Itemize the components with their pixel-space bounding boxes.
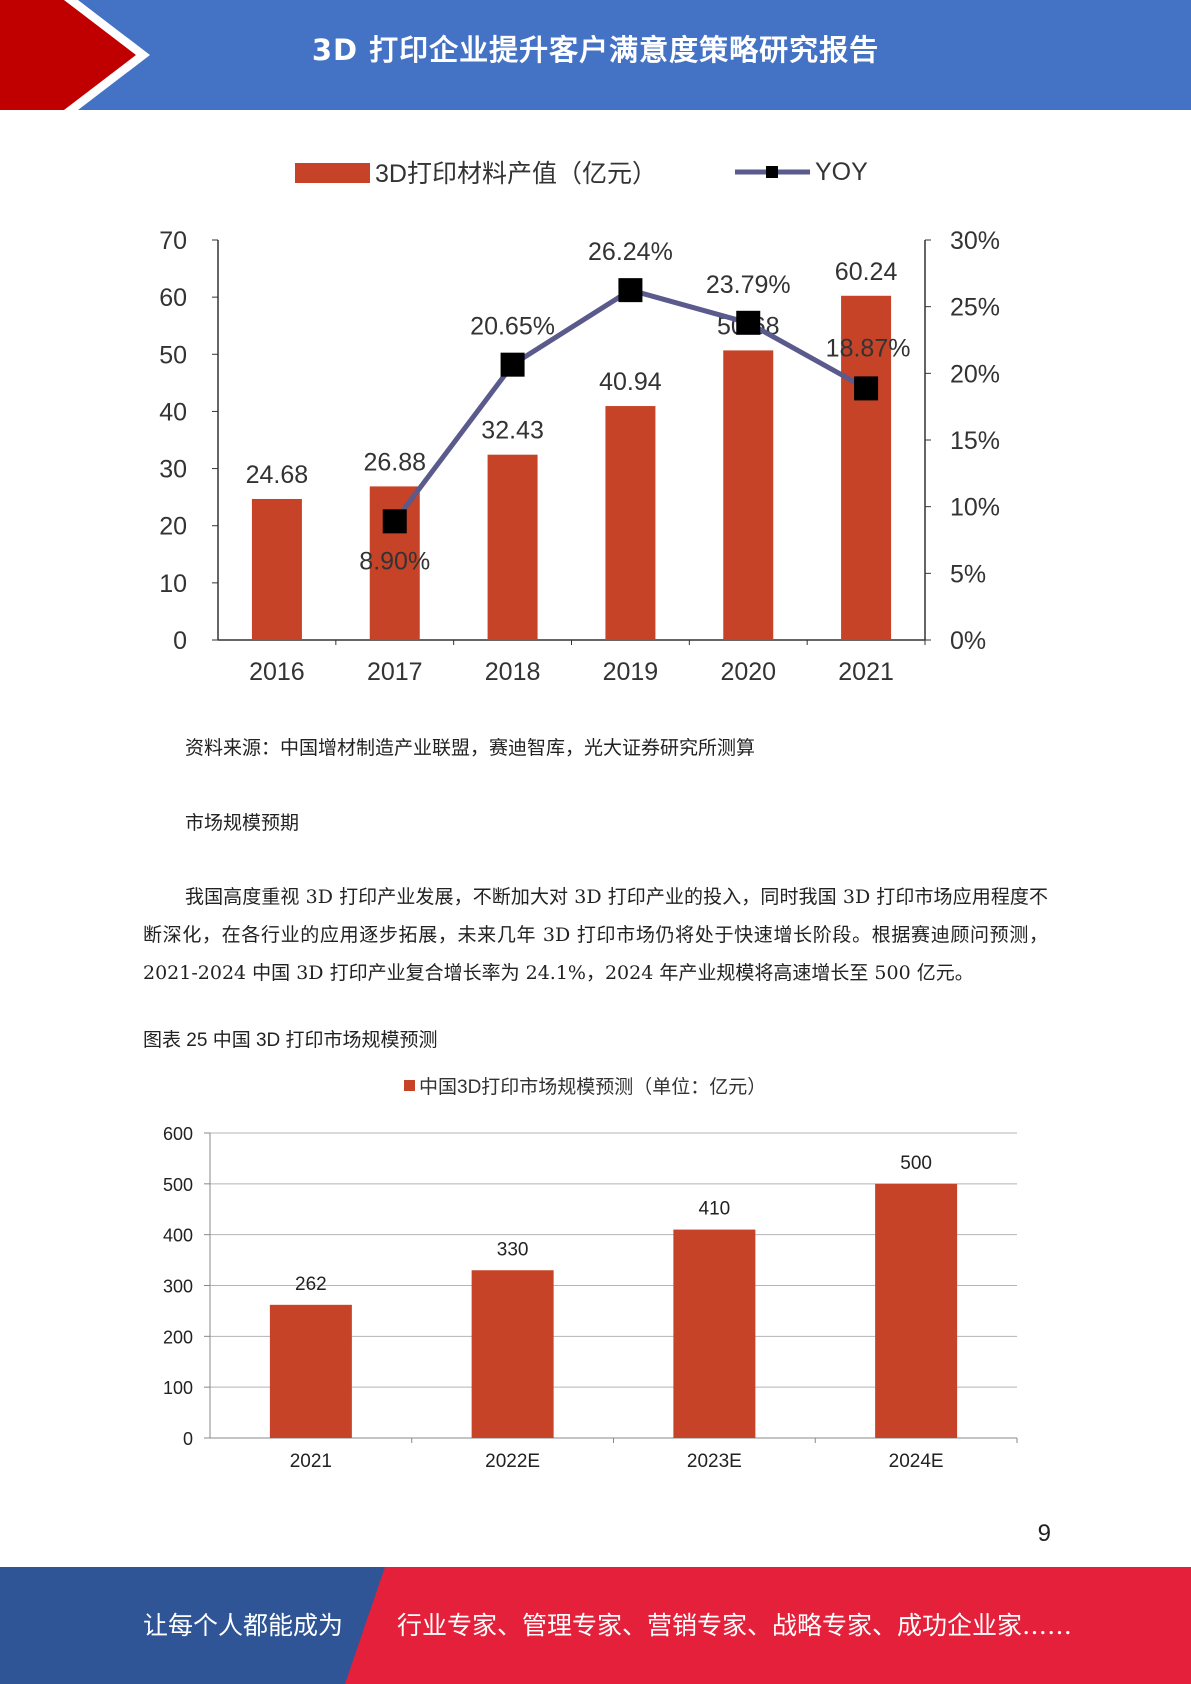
x-axis-tick-label: 2021 — [290, 1451, 332, 1472]
legend-bar-label: 3D打印材料产值（亿元） — [375, 160, 657, 188]
x-axis-tick-label: 2024E — [889, 1451, 944, 1472]
left-axis-tick-label: 0 — [173, 627, 187, 655]
footer-slogan-left: 让每个人都能成为 — [143, 1611, 344, 1640]
right-axis-tick-label: 5% — [950, 560, 986, 588]
x-axis-tick-label: 2023E — [687, 1451, 742, 1472]
yoy-point — [500, 352, 525, 377]
bar-value-label: 32.43 — [481, 417, 544, 445]
y-axis-tick-label: 400 — [163, 1226, 193, 1246]
right-axis-tick-label: 30% — [950, 227, 1000, 255]
bar — [487, 454, 538, 640]
left-axis-tick-label: 60 — [159, 284, 187, 312]
bar-value-label: 330 — [497, 1239, 529, 1260]
x-axis-tick-label: 2019 — [603, 658, 659, 686]
right-axis-tick-label: 20% — [950, 360, 1000, 388]
bar-value-label: 262 — [295, 1274, 327, 1295]
body-paragraph: 我国高度重视 3D 打印产业发展，不断加大对 3D 打印产业的投入，同时我国 3… — [143, 886, 1048, 984]
bar — [723, 350, 774, 640]
left-axis-tick-label: 40 — [159, 398, 187, 426]
yoy-point — [618, 278, 643, 303]
y-axis-tick-label: 600 — [163, 1124, 193, 1144]
yoy-value-label: 26.24% — [588, 238, 673, 266]
left-axis-tick-label: 70 — [159, 227, 187, 255]
material-output-chart: 3D打印材料产值（亿元） YOY 0 10 20 30 40 50 60 70 0% 5% 10% 15%… — [159, 158, 1000, 686]
bar — [251, 498, 302, 640]
right-axis-tick-label: 25% — [950, 294, 1000, 322]
yoy-point — [382, 509, 407, 534]
bar — [841, 295, 892, 640]
bar — [673, 1229, 756, 1438]
footer-background — [0, 1567, 1191, 1684]
bar — [471, 1270, 554, 1438]
figure-caption: 图表 25 中国 3D 打印市场规模预测 — [143, 1030, 438, 1051]
bar-value-label: 500 — [900, 1153, 932, 1174]
bar-value-label: 26.88 — [363, 448, 426, 476]
y-axis-tick-label: 300 — [163, 1277, 193, 1297]
x-axis-tick-label: 2020 — [720, 658, 776, 686]
yoy-value-label: 23.79% — [706, 271, 791, 299]
right-axis-tick-label: 15% — [950, 427, 1000, 455]
yoy-point — [736, 310, 761, 335]
bar-value-label: 60.24 — [835, 258, 898, 286]
legend-line-label: YOY — [815, 158, 868, 186]
legend-label: 中国3D打印市场规模预测（单位：亿元） — [419, 1076, 766, 1098]
left-axis-tick-label: 50 — [159, 341, 187, 369]
page-footer: 让每个人都能成为 行业专家、管理专家、营销专家、战略专家、成功企业家…… — [0, 1567, 1191, 1684]
y-axis-tick-label: 500 — [163, 1175, 193, 1195]
x-axis-tick-label: 2022E — [485, 1451, 540, 1472]
page-header: 3D 打印企业提升客户满意度策略研究报告 — [0, 0, 1191, 110]
bar — [875, 1183, 958, 1438]
left-axis-tick-label: 30 — [159, 456, 187, 484]
right-axis-tick-label: 10% — [950, 494, 1000, 522]
bar-value-label: 40.94 — [599, 368, 662, 396]
yoy-value-label: 20.65% — [470, 313, 555, 341]
legend-bar-swatch — [295, 163, 370, 183]
legend-line-marker — [766, 166, 778, 178]
bar-value-label: 24.68 — [246, 461, 309, 489]
x-axis-tick-label: 2016 — [249, 658, 305, 686]
yoy-value-label: 8.90% — [359, 547, 430, 575]
y-axis-tick-label: 0 — [183, 1429, 193, 1449]
y-axis-tick-label: 200 — [163, 1327, 193, 1347]
left-axis-tick-label: 20 — [159, 513, 187, 541]
report-title: 3D 打印企业提升客户满意度策略研究报告 — [311, 33, 880, 67]
yoy-point — [854, 376, 879, 401]
section-heading: 市场规模预期 — [185, 812, 300, 834]
bar — [605, 406, 656, 640]
y-axis-tick-label: 100 — [163, 1378, 193, 1398]
footer-slogan-right: 行业专家、管理专家、营销专家、战略专家、成功企业家…… — [397, 1611, 1073, 1640]
source-note: 资料来源：中国增材制造产业联盟，赛迪智库，光大证券研究所测算 — [185, 737, 756, 759]
right-axis-tick-label: 0% — [950, 627, 986, 655]
yoy-value-label: 18.87% — [826, 334, 911, 362]
left-axis-tick-label: 10 — [159, 570, 187, 598]
x-axis-tick-label: 2021 — [838, 658, 894, 686]
header-arrow-decoration — [0, 0, 150, 110]
x-axis-tick-label: 2018 — [485, 658, 541, 686]
page-number: 9 — [1037, 1520, 1051, 1547]
bar-value-label: 410 — [699, 1199, 731, 1220]
legend-swatch — [404, 1080, 415, 1091]
market-forecast-chart: 中国3D打印市场规模预测（单位：亿元） 0 100 200 300 400 500 600 26… — [163, 1076, 1018, 1472]
bar — [269, 1304, 352, 1438]
x-axis-tick-label: 2017 — [367, 658, 423, 686]
